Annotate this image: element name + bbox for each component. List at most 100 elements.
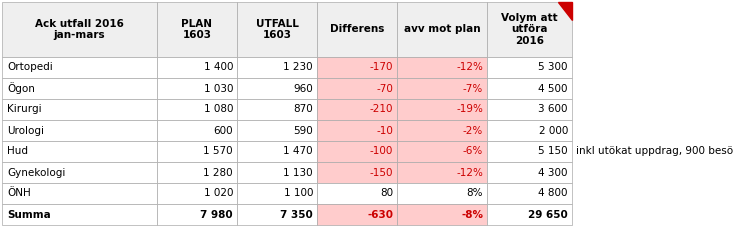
Bar <box>317 2 397 57</box>
Text: 7 350: 7 350 <box>280 210 313 220</box>
Bar <box>237 78 317 99</box>
Text: Kirurgi: Kirurgi <box>7 104 42 114</box>
Bar <box>397 120 487 141</box>
Bar <box>237 162 317 183</box>
Bar <box>2 204 157 225</box>
Bar <box>237 183 317 204</box>
Bar <box>397 99 487 120</box>
Bar <box>2 99 157 120</box>
Bar <box>487 120 572 141</box>
Bar <box>397 141 487 162</box>
Bar <box>2 78 157 99</box>
Bar <box>317 99 397 120</box>
Text: 1 470: 1 470 <box>284 147 313 156</box>
Bar <box>317 141 397 162</box>
Bar <box>237 57 317 78</box>
Bar <box>487 57 572 78</box>
Text: 1 080: 1 080 <box>204 104 233 114</box>
Text: 3 600: 3 600 <box>539 104 568 114</box>
Text: 4 800: 4 800 <box>539 188 568 199</box>
Text: -2%: -2% <box>463 125 483 136</box>
Text: 5 150: 5 150 <box>538 147 568 156</box>
Text: -630: -630 <box>367 210 393 220</box>
Bar <box>397 183 487 204</box>
Bar <box>487 78 572 99</box>
Bar <box>487 141 572 162</box>
Text: -12%: -12% <box>456 167 483 177</box>
Bar <box>487 2 572 57</box>
Bar <box>157 99 237 120</box>
Bar <box>157 2 237 57</box>
Bar <box>487 99 572 120</box>
Text: 29 650: 29 650 <box>528 210 568 220</box>
Bar <box>237 99 317 120</box>
Text: 4 300: 4 300 <box>539 167 568 177</box>
Text: Ack utfall 2016
jan-mars: Ack utfall 2016 jan-mars <box>35 19 124 40</box>
Bar <box>487 183 572 204</box>
Text: Summa: Summa <box>7 210 51 220</box>
Bar <box>397 2 487 57</box>
Text: -70: -70 <box>376 84 393 93</box>
Text: 5 300: 5 300 <box>539 63 568 73</box>
Bar <box>157 120 237 141</box>
Text: -7%: -7% <box>463 84 483 93</box>
Bar <box>157 183 237 204</box>
Bar <box>157 141 237 162</box>
Text: Differens: Differens <box>330 25 384 35</box>
Text: 8%: 8% <box>466 188 483 199</box>
Text: PLAN
1603: PLAN 1603 <box>182 19 213 40</box>
Text: -170: -170 <box>369 63 393 73</box>
Text: UTFALL
1603: UTFALL 1603 <box>256 19 298 40</box>
Text: -8%: -8% <box>461 210 483 220</box>
Text: 960: 960 <box>293 84 313 93</box>
Text: 1 400: 1 400 <box>204 63 233 73</box>
Bar <box>237 204 317 225</box>
Text: 1 570: 1 570 <box>203 147 233 156</box>
Bar <box>237 141 317 162</box>
Text: Ögon: Ögon <box>7 82 35 94</box>
Text: -100: -100 <box>369 147 393 156</box>
Text: 1 280: 1 280 <box>203 167 233 177</box>
Text: avv mot plan: avv mot plan <box>404 25 480 35</box>
Bar <box>2 2 157 57</box>
Text: 1 020: 1 020 <box>204 188 233 199</box>
Text: 1 100: 1 100 <box>284 188 313 199</box>
Text: -6%: -6% <box>463 147 483 156</box>
Bar <box>397 78 487 99</box>
Bar <box>237 2 317 57</box>
Bar <box>2 162 157 183</box>
Bar <box>2 183 157 204</box>
Bar <box>397 204 487 225</box>
Text: 600: 600 <box>213 125 233 136</box>
Text: inkl utökat uppdrag, 900 besök.: inkl utökat uppdrag, 900 besök. <box>576 147 733 156</box>
Bar <box>157 204 237 225</box>
Bar <box>487 162 572 183</box>
Bar <box>317 120 397 141</box>
Text: -150: -150 <box>369 167 393 177</box>
Text: Ortopedi: Ortopedi <box>7 63 53 73</box>
Text: -19%: -19% <box>456 104 483 114</box>
Bar <box>317 162 397 183</box>
Text: Urologi: Urologi <box>7 125 44 136</box>
Bar <box>317 183 397 204</box>
Text: 870: 870 <box>293 104 313 114</box>
Text: ÖNH: ÖNH <box>7 188 31 199</box>
Polygon shape <box>558 2 572 20</box>
Bar <box>157 162 237 183</box>
Text: 80: 80 <box>380 188 393 199</box>
Bar <box>317 78 397 99</box>
Bar <box>157 78 237 99</box>
Text: 7 980: 7 980 <box>200 210 233 220</box>
Bar <box>2 57 157 78</box>
Text: Hud: Hud <box>7 147 28 156</box>
Bar <box>157 57 237 78</box>
Text: 590: 590 <box>293 125 313 136</box>
Text: -12%: -12% <box>456 63 483 73</box>
Text: Volym att
utföra
2016: Volym att utföra 2016 <box>501 13 558 46</box>
Bar <box>317 57 397 78</box>
Bar <box>317 204 397 225</box>
Bar <box>487 204 572 225</box>
Text: 4 500: 4 500 <box>539 84 568 93</box>
Bar <box>2 120 157 141</box>
Text: -10: -10 <box>376 125 393 136</box>
